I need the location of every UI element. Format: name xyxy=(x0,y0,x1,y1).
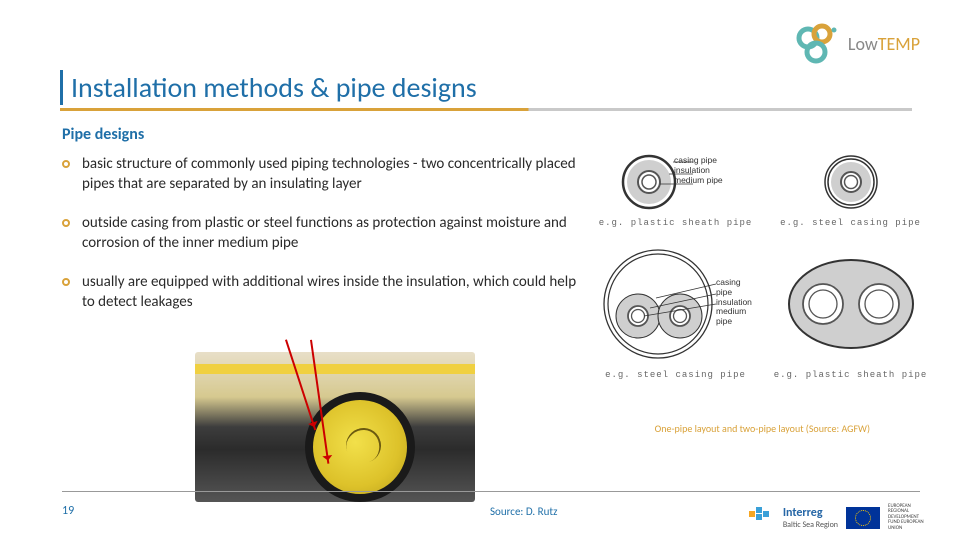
interreg-icon xyxy=(747,503,775,532)
eu-fund-text: EUROPEAN REGIONAL DEVELOPMENT FUND EUROP… xyxy=(888,504,930,532)
diagram-label: e.g. steel casing pipe xyxy=(773,218,928,228)
footer-divider xyxy=(62,491,920,492)
bullet-icon xyxy=(62,219,70,227)
interreg-text: Interreg Baltic Sea Region xyxy=(783,506,838,530)
pipe-diagrams: casing pipe insulation medium pipe e.g. … xyxy=(598,150,928,388)
diagram-label: e.g. steel casing pipe xyxy=(598,370,753,380)
diagram-two-pipe-steel: casing pipe insulation medium pipe e.g. … xyxy=(598,236,753,380)
diagram-caption: One-pipe layout and two-pipe layout (Sou… xyxy=(655,422,870,435)
eu-flag-icon xyxy=(846,507,880,529)
list-item: usually are equipped with additional wir… xyxy=(62,273,592,312)
bullet-text: outside casing from plastic or steel fun… xyxy=(82,214,592,253)
bullet-text: usually are equipped with additional wir… xyxy=(82,273,592,312)
pipe-photo xyxy=(195,352,475,502)
photo-source-caption: Source: D. Rutz xyxy=(490,505,557,518)
logo-text: LowTEMP xyxy=(848,33,920,55)
diagram-label: e.g. plastic sheath pipe xyxy=(598,218,753,228)
logo-mark-icon xyxy=(794,20,842,68)
slide-title: Installation methods & pipe designs xyxy=(60,70,477,105)
list-item: basic structure of commonly used piping … xyxy=(62,155,592,194)
diagram-one-pipe-steel: e.g. steel casing pipe xyxy=(773,150,928,228)
bullet-icon xyxy=(62,278,70,286)
bullet-text: basic structure of commonly used piping … xyxy=(82,155,592,194)
bullet-list: basic structure of commonly used piping … xyxy=(62,155,592,332)
diagram-label: e.g. plastic sheath pipe xyxy=(773,370,928,380)
diagram-two-pipe-plastic: e.g. plastic sheath pipe xyxy=(773,236,928,380)
title-underline xyxy=(60,108,912,111)
list-item: outside casing from plastic or steel fun… xyxy=(62,214,592,253)
footer-logos: Interreg Baltic Sea Region EUROPEAN REGI… xyxy=(747,503,930,532)
bullet-icon xyxy=(62,160,70,168)
diagram-one-pipe-plastic: casing pipe insulation medium pipe e.g. … xyxy=(598,150,753,228)
section-subheading: Pipe designs xyxy=(62,125,144,144)
logo-lowtemp: LowTEMP xyxy=(794,20,920,68)
page-number: 19 xyxy=(62,504,74,518)
